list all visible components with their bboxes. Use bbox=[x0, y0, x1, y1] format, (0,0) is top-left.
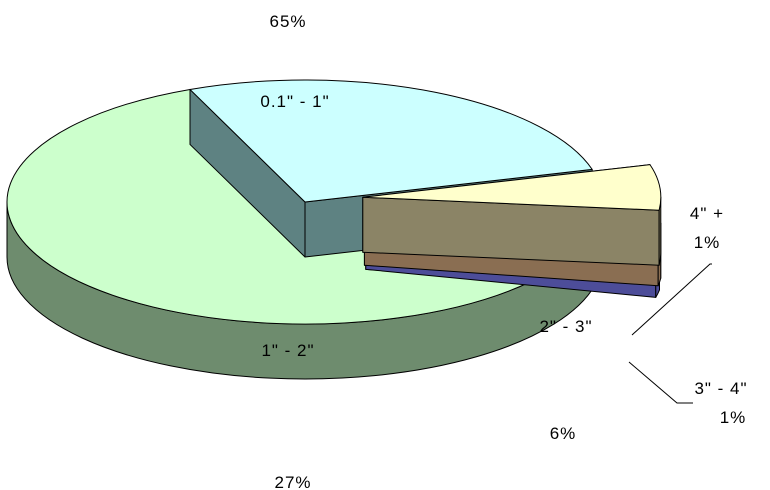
slice-value-0: 65% bbox=[269, 12, 306, 31]
slice-label-4: 4" + bbox=[690, 204, 724, 223]
leader-lines bbox=[628, 263, 712, 404]
pie-slices bbox=[6, 79, 662, 380]
slice-label-1: 1" - 2" bbox=[261, 341, 314, 360]
slice-value-2: 6% bbox=[550, 424, 577, 443]
slice-value-4: 1% bbox=[694, 233, 721, 252]
slice-label-2: 2" - 3" bbox=[539, 317, 592, 336]
slice-value-3: 1% bbox=[720, 408, 747, 427]
slice-label-0: 0.1" - 1" bbox=[260, 92, 329, 111]
leader-line-3 bbox=[628, 361, 693, 404]
pie-slice-2 bbox=[362, 164, 662, 266]
leader-line-4 bbox=[631, 263, 712, 336]
slice-label-3: 3" - 4" bbox=[694, 379, 747, 398]
slice-value-1: 27% bbox=[274, 473, 311, 490]
